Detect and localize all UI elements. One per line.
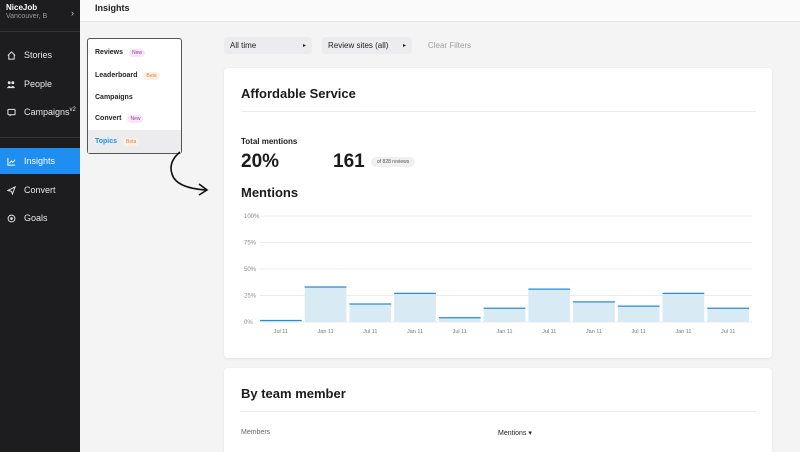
mentions-column-header[interactable]: Mentions ▾ (498, 430, 532, 437)
caret-right-icon: ▸ (402, 43, 406, 49)
chart-bar[interactable] (394, 293, 436, 322)
clear-filters-link[interactable]: Clear Filters (428, 41, 472, 50)
new-badge: New (129, 48, 146, 57)
menu-item-label: Topics (95, 138, 118, 145)
chart-bar[interactable] (438, 317, 481, 322)
mentions-chart: 100% 75% 50% 25% 0% Jul 11 Jan 11 Jul 11 Jan 11 J… (244, 214, 752, 335)
sidebar-item-stories[interactable]: Stories (0, 42, 80, 68)
menu-item-topics[interactable]: Topics Beta (88, 130, 181, 153)
x-tick-label: Jul 11 (542, 329, 556, 335)
divider (241, 111, 756, 112)
menu-item-label: Leaderboard (95, 72, 138, 79)
x-tick-label: Jul 11 (453, 329, 467, 335)
y-tick-label: 50% (244, 267, 257, 273)
sidebar: NiceJob Vancouver, B › Stories People Ca… (0, 0, 80, 452)
chevron-right-icon: › (71, 8, 74, 18)
sidebar-item-goals[interactable]: Goals (0, 205, 80, 231)
chart-icon (6, 156, 16, 166)
menu-item-campaigns[interactable]: Campaigns (88, 86, 181, 109)
x-tick-label: Jan 11 (496, 329, 512, 335)
sidebar-item-label: Goals (24, 213, 48, 223)
new-badge: New (127, 114, 144, 123)
divider (0, 137, 80, 138)
version-superscript: v2 (69, 107, 76, 113)
menu-item-label: Reviews (95, 49, 124, 56)
account-switcher[interactable]: NiceJob Vancouver, B › (0, 0, 80, 30)
chart-bar[interactable] (662, 293, 705, 322)
account-name: NiceJob (6, 3, 38, 12)
caret-right-icon: ▸ (302, 43, 306, 49)
insights-menu: Reviews New Leaderboard Beta Campaigns C… (87, 38, 182, 154)
top-bar: Insights (80, 0, 800, 22)
chart-bar[interactable] (260, 320, 302, 323)
x-tick-label: Jul 11 (274, 329, 288, 335)
y-tick-label: 100% (244, 214, 260, 220)
x-tick-label: Jul 11 (632, 329, 646, 335)
chart-bar[interactable] (573, 301, 615, 322)
review-sites-value: Review sites (all) (328, 41, 389, 50)
menu-item-label: Convert (95, 115, 122, 122)
time-range-dropdown[interactable]: All time ▸ (224, 37, 312, 54)
curved-arrow-icon (170, 151, 209, 196)
menu-item-reviews[interactable]: Reviews New (88, 41, 181, 64)
y-tick-label: 25% (244, 294, 257, 300)
sidebar-item-label: Campaignsv2 (24, 107, 76, 117)
x-tick-label: Jul 11 (721, 329, 735, 335)
sidebar-item-campaigns[interactable]: Campaignsv2 (0, 99, 80, 125)
topic-card: Affordable Service Total mentions 20% 16… (224, 68, 772, 358)
members-column-header[interactable]: Members (241, 429, 271, 436)
beta-badge: Beta (143, 71, 160, 80)
time-range-value: All time (230, 41, 257, 50)
mentions-percent: 20% (241, 151, 280, 172)
home-icon (6, 50, 16, 60)
review-sites-dropdown[interactable]: Review sites (all) ▸ (322, 37, 412, 54)
message-icon (6, 107, 16, 117)
x-tick-label: Jan 11 (407, 329, 423, 335)
account-location: Vancouver, B (6, 13, 48, 20)
page-title: Insights (95, 3, 130, 13)
mentions-count: 161 (333, 151, 365, 172)
target-icon (6, 213, 16, 223)
y-tick-label: 0% (244, 320, 253, 326)
chart-bar[interactable] (304, 287, 347, 322)
sidebar-item-people[interactable]: People (0, 71, 80, 97)
total-mentions-label: Total mentions (241, 137, 298, 146)
sidebar-item-label: Stories (24, 50, 53, 60)
sidebar-item-insights[interactable]: Insights (0, 148, 80, 174)
y-tick-label: 75% (244, 241, 257, 247)
chart-bar[interactable] (707, 308, 749, 322)
beta-badge: Beta (123, 137, 140, 146)
sidebar-item-convert[interactable]: Convert (0, 177, 80, 203)
x-tick-label: Jan 11 (318, 329, 334, 335)
menu-item-label: Campaigns (95, 94, 133, 101)
menu-item-convert[interactable]: Convert New (88, 107, 181, 130)
divider (0, 31, 80, 32)
team-member-card: By team member Members Mentions ▾ (224, 368, 772, 452)
mentions-chart-title: Mentions (241, 185, 299, 200)
reviews-total-pill: of 828 reviews (371, 157, 416, 167)
send-icon (6, 185, 16, 195)
x-tick-label: Jan 11 (675, 329, 691, 335)
chart-bar[interactable] (528, 289, 571, 322)
sidebar-item-label: Insights (24, 156, 56, 166)
sidebar-item-label: People (24, 79, 53, 89)
x-tick-label: Jul 11 (363, 329, 377, 335)
chart-bar[interactable] (349, 303, 392, 322)
chart-bar[interactable] (617, 306, 660, 322)
menu-item-leaderboard[interactable]: Leaderboard Beta (88, 64, 181, 87)
topic-title: Affordable Service (241, 86, 356, 101)
x-tick-label: Jan 11 (586, 329, 602, 335)
people-icon (6, 79, 16, 89)
chart-bar[interactable] (483, 308, 526, 322)
sidebar-item-label: Convert (24, 185, 56, 195)
team-member-title: By team member (241, 386, 346, 401)
divider (241, 411, 756, 412)
